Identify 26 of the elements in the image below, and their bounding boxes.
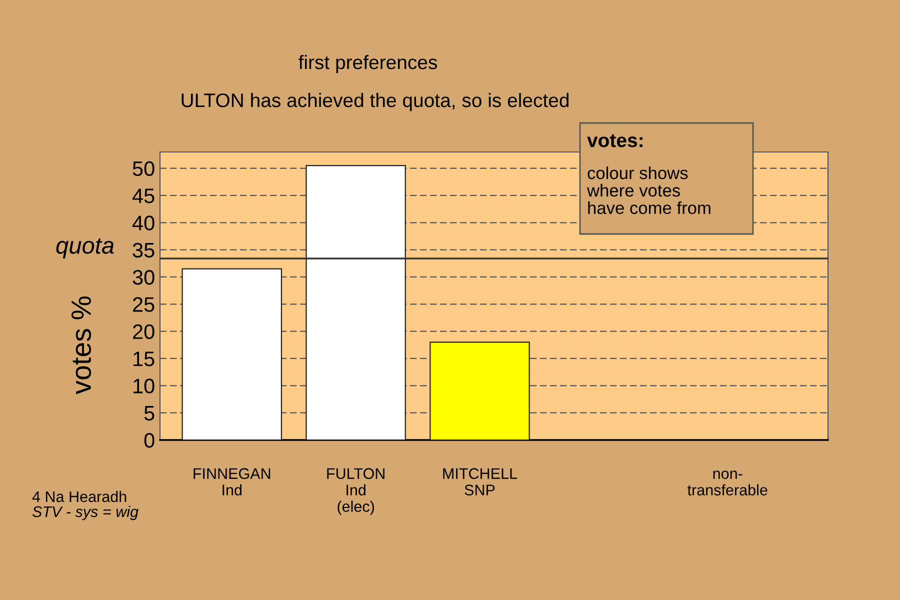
text: STV - sys = wig (32, 506, 138, 520)
chart-subtitle: ULTON has achieved the quota, so is elected (182, 92, 569, 112)
ref-line-label: quota (56, 238, 114, 259)
y-axis-title: votes % (72, 296, 92, 394)
annotation: colour shows where votes have come from (586, 166, 710, 214)
text: votes: (587, 134, 642, 148)
y-tick-label: 20 (133, 324, 154, 340)
chart-title: first preferences (298, 54, 438, 74)
y-tick-label: 40 (132, 216, 154, 230)
y-tick-label: 30 (132, 270, 154, 285)
bar (182, 268, 282, 440)
y-tick-label: 25 (133, 297, 154, 312)
x-tick-label: MITCHELL SNP (443, 468, 518, 496)
text: 4 Na Hearadh (32, 490, 126, 502)
x-tick-label: FULTON Ind (elec) (327, 468, 384, 515)
y-tick-label: 10 (134, 378, 154, 394)
y-tick-label: 50 (132, 161, 154, 176)
y-tick-label: 0 (144, 433, 154, 448)
x-tick-label: non- transferable (688, 470, 768, 496)
y-tick-label: 45 (132, 188, 154, 204)
bar (306, 165, 406, 440)
bar (430, 342, 530, 440)
y-tick-label: 15 (134, 352, 154, 366)
y-tick-label: 35 (132, 242, 154, 258)
y-tick-label: 5 (144, 406, 154, 421)
x-tick-label: FINNEGAN Ind (194, 468, 270, 496)
